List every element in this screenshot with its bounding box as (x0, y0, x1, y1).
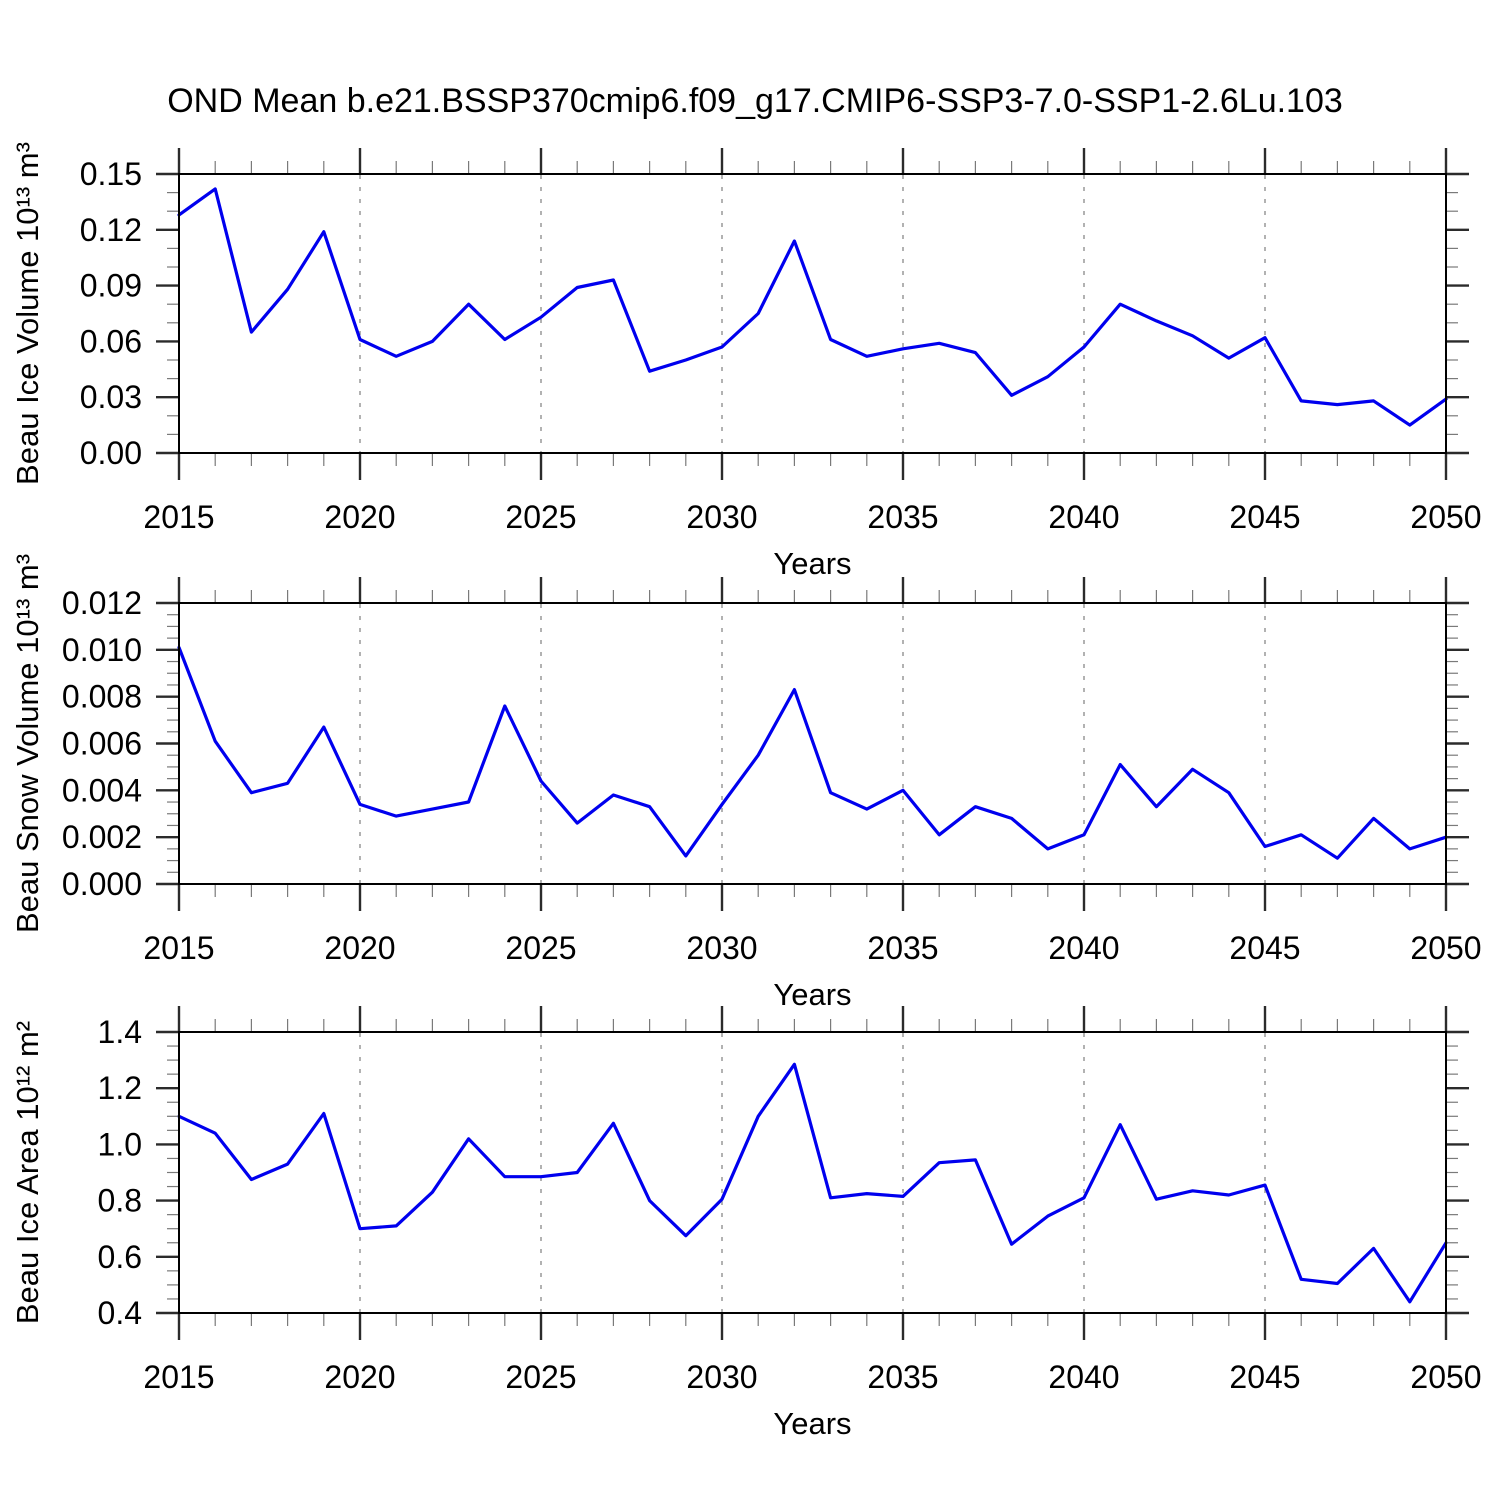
y-tick-label: 0.09 (80, 268, 142, 304)
y-axis-label: Beau Ice Volume 10¹³ m³ (10, 142, 45, 485)
y-tick-label: 0.006 (62, 726, 142, 762)
x-axis-label: Years (773, 977, 851, 1012)
x-tick-label: 2015 (143, 499, 214, 535)
data-line-beau-snow-volume (177, 645, 1448, 860)
y-tick-label: 0.012 (62, 585, 142, 621)
y-tick-label: 0.002 (62, 819, 142, 855)
x-axis-label: Years (773, 546, 851, 581)
y-tick-label: 1.4 (98, 1014, 142, 1050)
x-tick-label: 2050 (1410, 930, 1481, 966)
panel-border (178, 1031, 1447, 1314)
y-tick-label: 0.4 (98, 1295, 142, 1331)
x-tick-label: 2025 (505, 499, 576, 535)
y-tick-label: 0.6 (98, 1239, 142, 1275)
y-tick-label: 0.12 (80, 212, 142, 248)
y-axis-label: Beau Snow Volume 10¹³ m³ (10, 554, 45, 933)
x-tick-label: 2030 (686, 1359, 757, 1395)
data-line-beau-ice-volume (177, 187, 1448, 427)
x-tick-label: 2050 (1410, 499, 1481, 535)
x-tick-label: 2045 (1229, 499, 1300, 535)
panels-group: 0.00 0.03 0.06 0.09 0.12 0.15 2015 2020 2025 2030… (10, 142, 1482, 1441)
x-tick-label: 2040 (1048, 1359, 1119, 1395)
y-tick-label: 1.0 (98, 1126, 142, 1162)
x-tick-label: 2045 (1229, 1359, 1300, 1395)
y-tick-label: 0.004 (62, 772, 142, 808)
y-tick-label: 0.000 (62, 866, 142, 902)
chart-title: OND Mean b.e21.BSSP370cmip6.f09_g17.CMIP… (167, 82, 1343, 120)
x-axis-label: Years (773, 1406, 851, 1441)
panel-border (178, 602, 1447, 885)
x-tick-label: 2040 (1048, 930, 1119, 966)
x-tick-label: 2030 (686, 499, 757, 535)
y-tick-label: 0.15 (80, 156, 142, 192)
x-tick-label: 2015 (143, 930, 214, 966)
panel-border (178, 173, 1447, 454)
y-tick-label: 0.00 (80, 435, 142, 471)
x-tick-label: 2050 (1410, 1359, 1481, 1395)
y-tick-label: 0.8 (98, 1183, 142, 1219)
y-tick-label: 0.03 (80, 379, 142, 415)
y-tick-label: 0.008 (62, 679, 142, 715)
x-tick-label: 2025 (505, 1359, 576, 1395)
x-tick-label: 2040 (1048, 499, 1119, 535)
y-tick-label: 1.2 (98, 1070, 142, 1106)
y-axis-label: Beau Ice Area 10¹² m² (10, 1021, 45, 1324)
x-tick-label: 2020 (324, 930, 395, 966)
x-tick-label: 2020 (324, 499, 395, 535)
x-tick-label: 2045 (1229, 930, 1300, 966)
data-line-beau-ice-area (177, 1062, 1448, 1304)
y-tick-label: 0.010 (62, 632, 142, 668)
x-tick-label: 2025 (505, 930, 576, 966)
y-tick-label: 0.06 (80, 323, 142, 359)
x-tick-label: 2035 (867, 499, 938, 535)
x-tick-label: 2020 (324, 1359, 395, 1395)
x-tick-label: 2015 (143, 1359, 214, 1395)
x-tick-label: 2035 (867, 930, 938, 966)
x-tick-label: 2035 (867, 1359, 938, 1395)
x-tick-label: 2030 (686, 930, 757, 966)
